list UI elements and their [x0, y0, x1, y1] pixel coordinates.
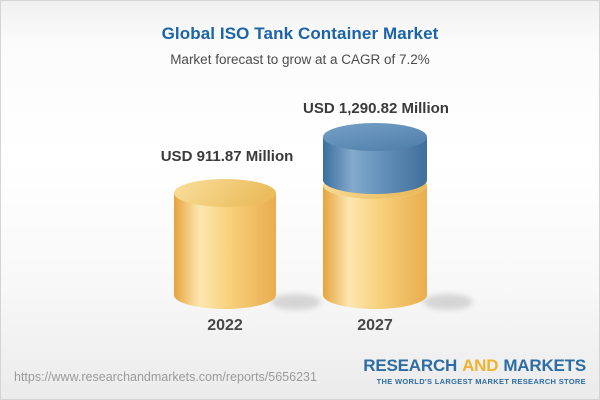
report-url: https://www.researchandmarkets.com/repor… [14, 370, 317, 384]
logo-word-and: AND [462, 356, 499, 375]
logo-tagline: THE WORLD'S LARGEST MARKET RESEARCH STOR… [376, 376, 586, 386]
cylinder-shadows [271, 294, 473, 310]
value-label-2027: USD 1,290.82 Million [303, 100, 449, 117]
category-label-2027: 2027 [357, 317, 393, 334]
bar-2027-cylinder [323, 123, 427, 309]
logo-word-markets: MARKETS [503, 356, 586, 375]
logo-wordmark: RESEARCH AND MARKETS [363, 356, 586, 376]
bar-2022-cylinder [174, 179, 276, 309]
value-label-2022: USD 911.87 Million [160, 148, 294, 165]
researchandmarkets-logo: RESEARCH AND MARKETS THE WORLD'S LARGEST… [363, 356, 586, 386]
chart-title: Global ISO Tank Container Market [161, 24, 439, 43]
category-label-2022: 2022 [207, 317, 243, 334]
logo-word-research: RESEARCH [363, 356, 458, 375]
chart-subtitle: Market forecast to grow at a CAGR of 7.2… [170, 52, 430, 67]
